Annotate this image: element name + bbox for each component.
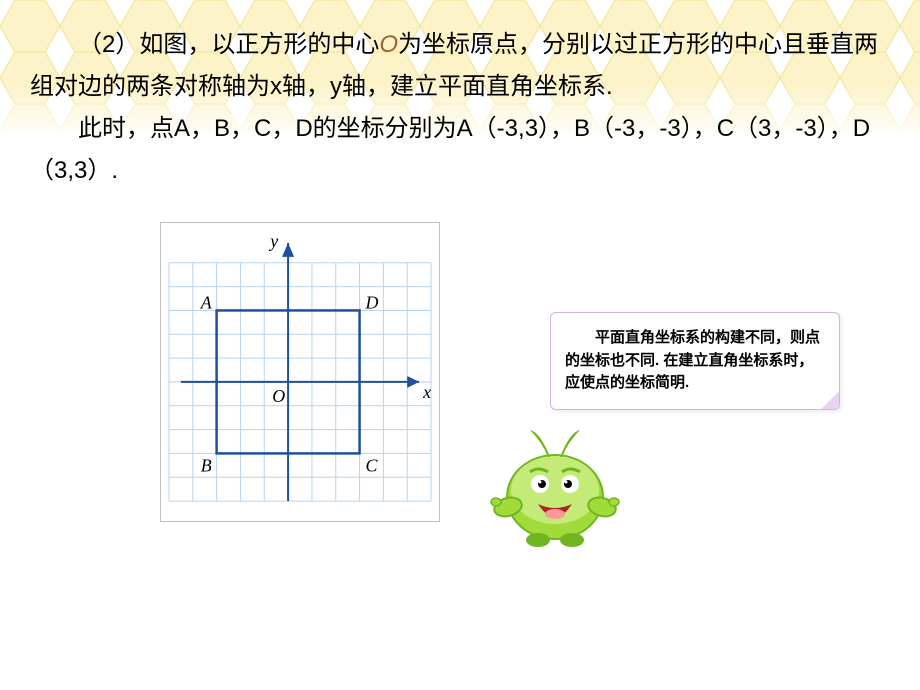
lower-area: A B C D O x y 平面直角坐标系的构建不同，则点的坐标也不同. 在建立… bbox=[30, 222, 890, 572]
note-callout: 平面直角坐标系的构建不同，则点的坐标也不同. 在建立直角坐标系时，应使点的坐标简… bbox=[550, 312, 840, 410]
label-D: D bbox=[365, 292, 379, 312]
p2-text: 此时，点A，B，C，D的坐标分别为A（-3,3），B（-3，-3），C（3，-3… bbox=[30, 115, 870, 184]
paragraph-2: 此时，点A，B，C，D的坐标分别为A（-3,3），B（-3，-3），C（3，-3… bbox=[30, 108, 890, 192]
note-fold-corner bbox=[821, 391, 839, 409]
paragraph-1: （2）如图，以正方形的中心O为坐标原点，分别以过正方形的中心且垂直两组对边的两条… bbox=[30, 24, 890, 108]
note-text: 平面直角坐标系的构建不同，则点的坐标也不同. 在建立直角坐标系时，应使点的坐标简… bbox=[565, 327, 825, 395]
label-C: C bbox=[366, 455, 379, 475]
label-y: y bbox=[268, 231, 278, 251]
label-B: B bbox=[201, 455, 212, 475]
label-A: A bbox=[200, 292, 212, 312]
label-x: x bbox=[422, 382, 431, 402]
mascot-character bbox=[480, 412, 630, 562]
label-O: O bbox=[272, 386, 285, 406]
slide-content: （2）如图，以正方形的中心O为坐标原点，分别以过正方形的中心且垂直两组对边的两条… bbox=[0, 0, 920, 572]
coordinate-diagram: A B C D O x y bbox=[160, 222, 440, 522]
p1-part-b: O bbox=[379, 31, 398, 58]
p1-part-a: （2）如图，以正方形的中心 bbox=[78, 31, 379, 58]
